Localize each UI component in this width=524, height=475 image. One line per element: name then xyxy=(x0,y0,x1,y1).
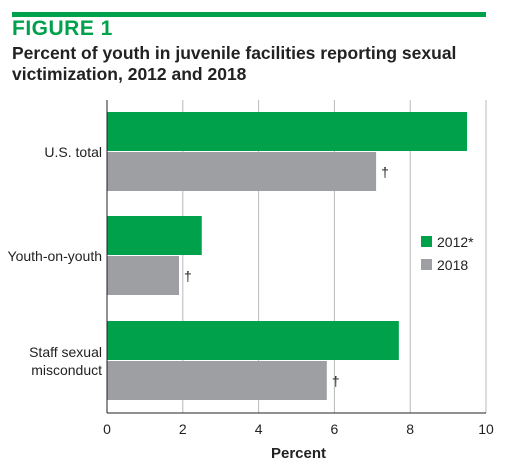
x-tick-label-0: 0 xyxy=(103,421,111,437)
legend-label-1: 2018 xyxy=(437,257,468,273)
legend-label-0: 2012* xyxy=(437,234,474,250)
x-axis-label: Percent xyxy=(271,445,326,462)
x-tick-label-3: 6 xyxy=(331,421,339,437)
legend-swatch-1 xyxy=(421,259,432,270)
category-label-1: Youth-on-youth xyxy=(8,248,102,264)
bar-0-1 xyxy=(107,216,202,255)
bar-1-1 xyxy=(107,256,180,295)
bar-note-1-0: † xyxy=(381,164,389,180)
category-label-line: Youth-on-youth xyxy=(8,248,102,264)
bar-note-1-2: † xyxy=(332,373,340,389)
x-tick-label-4: 8 xyxy=(406,421,414,437)
x-tick-label-1: 2 xyxy=(179,421,187,437)
category-label-line: U.S. total xyxy=(44,144,102,160)
bar-0-2 xyxy=(107,321,399,360)
legend-swatch-0 xyxy=(421,236,432,247)
top-rule xyxy=(12,12,486,17)
x-tick-label-5: 10 xyxy=(478,421,494,437)
bar-0-0 xyxy=(107,112,468,151)
figure-title: Percent of youth in juvenile facilities … xyxy=(12,43,457,84)
x-tick-label-2: 4 xyxy=(255,421,263,437)
category-label-line: Staff sexual xyxy=(29,344,102,360)
figure-label: FIGURE 1 xyxy=(12,17,113,40)
bar-note-1-1: † xyxy=(184,268,192,284)
category-label-line: misconduct xyxy=(31,362,102,378)
bar-1-0 xyxy=(107,152,377,191)
category-label-0: U.S. total xyxy=(44,144,102,160)
category-label-2: Staff sexual misconduct xyxy=(29,344,102,378)
bar-1-2 xyxy=(107,361,327,400)
